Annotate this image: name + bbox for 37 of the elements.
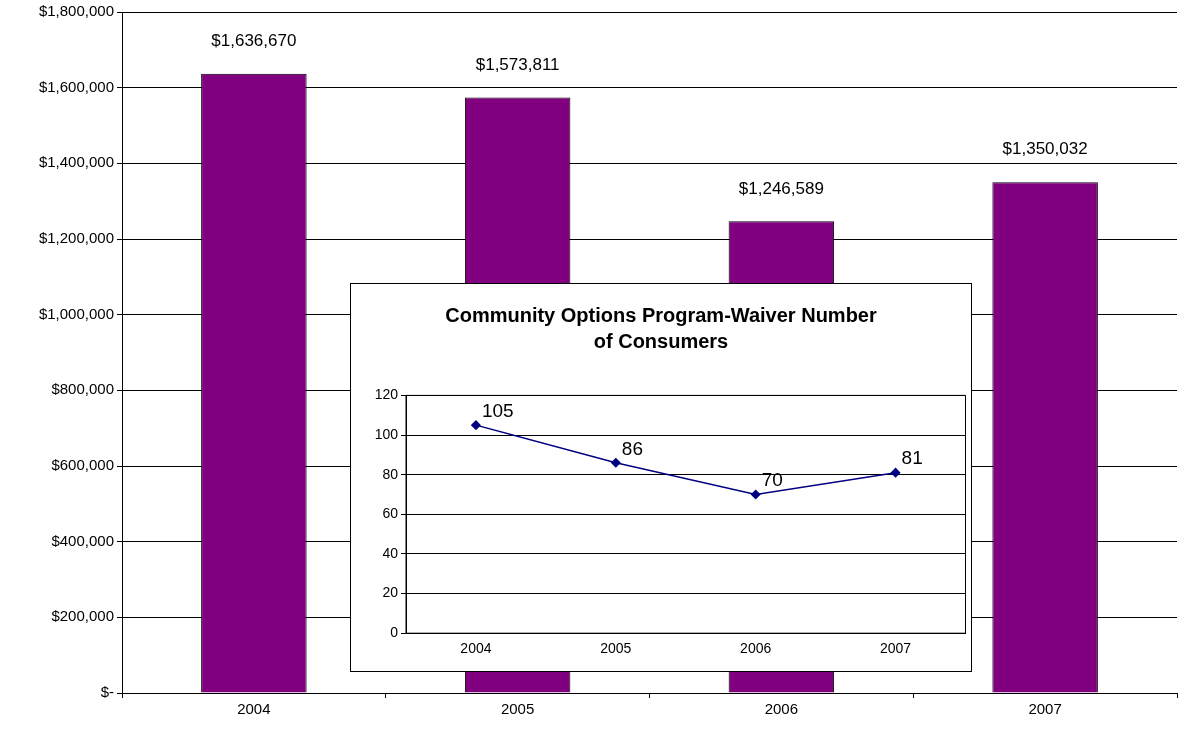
y-tick-label: $1,600,000 — [38, 77, 114, 95]
y-tick-label: 20 — [382, 584, 399, 601]
y-tick-label: 60 — [382, 505, 399, 522]
y-tick-label: $800,000 — [51, 380, 114, 398]
y-tick-label: 0 — [390, 624, 399, 641]
x-tick-label: 2007 — [1028, 700, 1062, 718]
point — [890, 467, 901, 478]
data-label: 86 — [621, 437, 643, 459]
y-tick-label: $1,800,000 — [38, 2, 114, 20]
y-tick-label: $1,200,000 — [38, 229, 114, 247]
y-tick-label: 100 — [374, 425, 399, 442]
y-tick-label: $400,000 — [51, 531, 114, 549]
data-label: $1,246,589 — [738, 178, 824, 198]
y-tick-label: $- — [100, 683, 114, 701]
point — [750, 489, 761, 500]
y-tick-label: 120 — [374, 386, 399, 403]
x-tick-label: 2005 — [600, 640, 632, 657]
y-tick-label: $200,000 — [51, 607, 114, 625]
data-label: 81 — [901, 447, 923, 469]
data-label: 105 — [481, 399, 514, 421]
data-label: $1,350,032 — [1002, 139, 1088, 159]
x-tick-label: 2004 — [237, 700, 271, 718]
y-tick-label: $1,400,000 — [38, 153, 114, 171]
y-tick-label: $1,000,000 — [38, 304, 114, 322]
x-tick-label: 2005 — [500, 700, 535, 718]
data-label: $1,636,670 — [211, 30, 297, 50]
y-tick-label: 80 — [382, 465, 399, 482]
chart-title: Community Options Program-Waiver Number of Consumers — [444, 303, 878, 354]
x-tick-label: 2007 — [879, 640, 912, 657]
y-tick-label: 40 — [382, 544, 399, 561]
point — [611, 458, 621, 468]
x-tick-label: 2006 — [740, 640, 772, 657]
x-tick-label: 2004 — [460, 640, 492, 657]
data-label: $1,573,811 — [475, 54, 560, 74]
point — [471, 420, 481, 430]
y-tick-label: $600,000 — [51, 456, 114, 474]
x-tick-label: 2006 — [764, 700, 799, 718]
